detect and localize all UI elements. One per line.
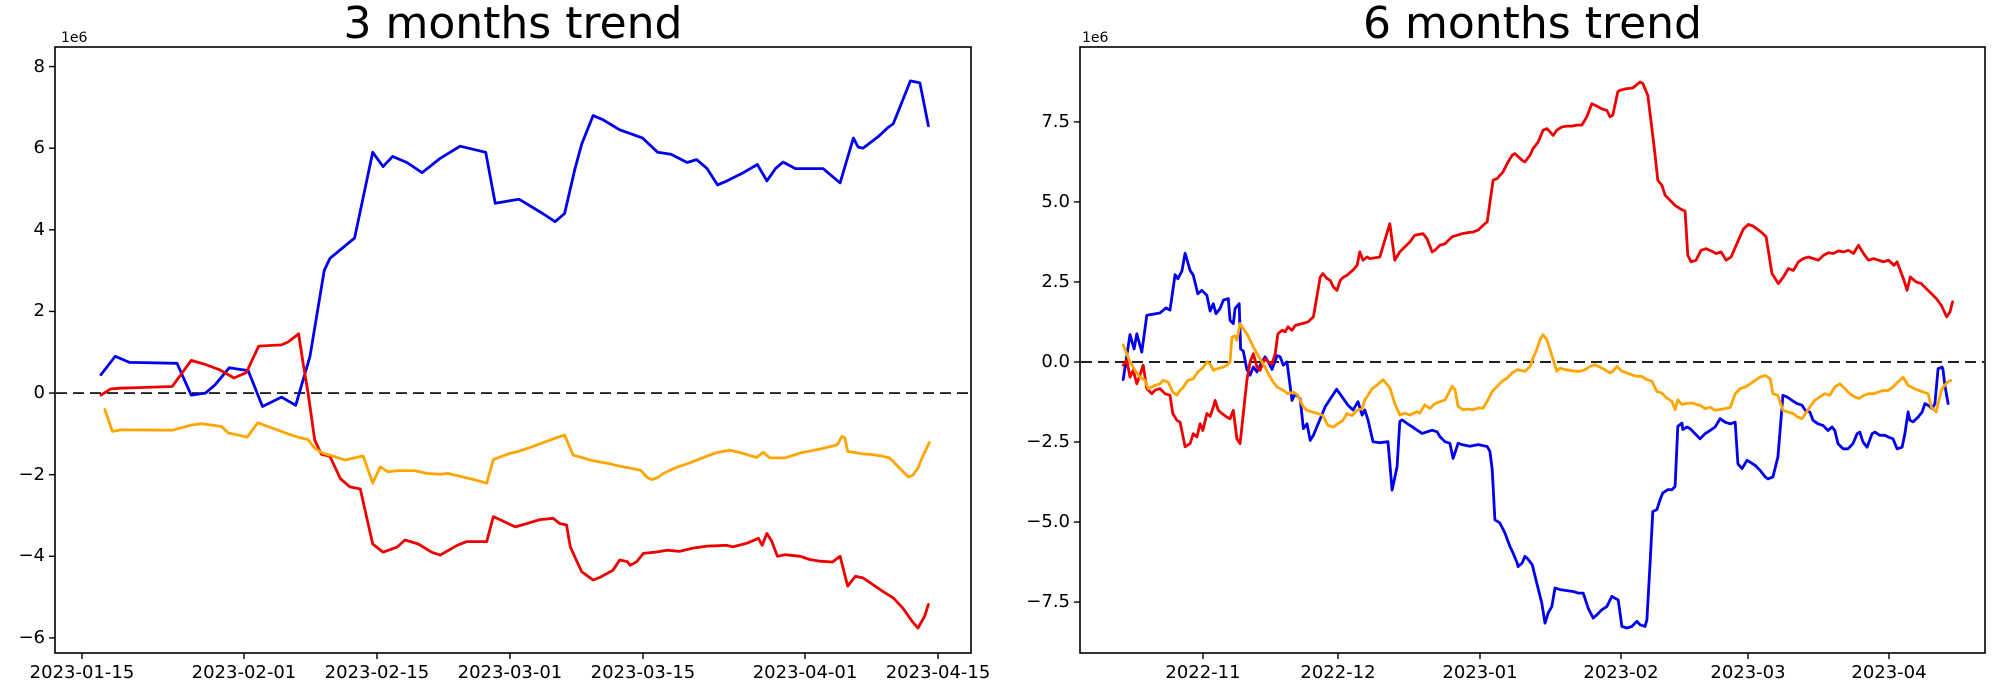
axes-spines bbox=[54, 46, 972, 654]
y-tick-label: 8 bbox=[33, 55, 45, 77]
x-tick-label: 2023-01-15 bbox=[29, 662, 135, 683]
y-tick-label: 5.0 bbox=[1041, 190, 1070, 212]
x-tick-label: 2023-01 bbox=[1442, 662, 1518, 683]
blue-line bbox=[1121, 251, 1950, 630]
chart-title-3-months: 3 months trend bbox=[343, 0, 683, 49]
x-tick-label: 2023-02-15 bbox=[324, 662, 430, 683]
y-tick-label: 4 bbox=[33, 218, 45, 240]
blue-line bbox=[99, 79, 930, 408]
x-tick-label: 2023-02 bbox=[1583, 662, 1659, 683]
y-tick-label: −2 bbox=[18, 463, 45, 485]
x-tick-label: 2023-02-01 bbox=[191, 662, 297, 683]
x-tick-label: 2023-04 bbox=[1851, 662, 1927, 683]
y-tick-label: 7.5 bbox=[1041, 110, 1070, 132]
y-tick-label: −5.0 bbox=[1026, 511, 1070, 533]
y-tick-label: 6 bbox=[33, 137, 45, 159]
x-tick-label: 2022-11 bbox=[1165, 662, 1241, 683]
y-tick-label: 2 bbox=[33, 300, 45, 322]
red-line bbox=[1121, 80, 1954, 449]
axes-spines bbox=[1079, 46, 1986, 654]
y-tick-label: −2.5 bbox=[1026, 431, 1070, 453]
x-tick-label: 2023-04-01 bbox=[752, 662, 858, 683]
y-tick-label: −7.5 bbox=[1026, 591, 1070, 613]
x-tick-label: 2023-03-15 bbox=[590, 662, 696, 683]
y-axis-offset-label-right: 1e6 bbox=[1082, 30, 1109, 46]
x-tick-label: 2023-03-01 bbox=[457, 662, 563, 683]
chart-title-6-months: 6 months trend bbox=[1363, 0, 1702, 49]
y-axis-offset-label-left: 1e6 bbox=[61, 30, 88, 46]
y-tick-label: 2.5 bbox=[1041, 270, 1070, 292]
y-tick-label: −6 bbox=[18, 626, 45, 648]
x-tick-label: 2023-03 bbox=[1710, 662, 1786, 683]
red-line bbox=[99, 332, 930, 630]
y-tick-label: −4 bbox=[18, 545, 45, 567]
orange-line bbox=[1121, 322, 1953, 429]
y-tick-label: 0 bbox=[33, 382, 45, 404]
x-tick-label: 2022-12 bbox=[1300, 662, 1376, 683]
x-tick-label: 2023-04-15 bbox=[885, 662, 991, 683]
y-tick-label: 0.0 bbox=[1041, 351, 1070, 372]
orange-line bbox=[103, 407, 931, 485]
